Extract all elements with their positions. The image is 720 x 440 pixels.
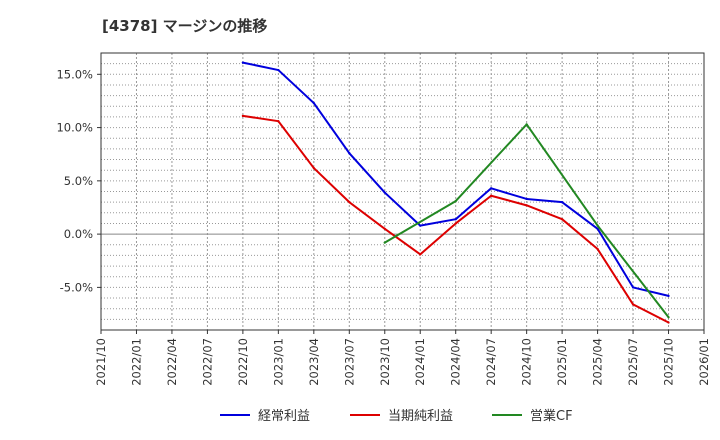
series-0-point: [419, 224, 422, 227]
legend-label: 経常利益: [258, 409, 310, 424]
series-1-point: [667, 321, 670, 324]
x-tick-label: 2023/04: [307, 338, 321, 386]
x-tick-label: 2022/10: [236, 338, 250, 386]
legend-label: 当期純利益: [388, 409, 453, 424]
series-0-segment: [348, 152, 386, 194]
series-1-segment: [419, 222, 457, 256]
series-2: [383, 123, 670, 319]
series-0-point: [348, 152, 351, 155]
series-1-segment: [383, 227, 422, 256]
series-1-segment: [632, 303, 670, 324]
y-tick-label: 15.0%: [56, 67, 93, 81]
series-2-segment: [596, 224, 670, 319]
x-tick-label: 2025/01: [555, 338, 569, 386]
series-2-segment: [525, 123, 599, 227]
series-0-point: [383, 191, 386, 194]
chart-title: [4378] マージンの推移: [102, 17, 267, 35]
x-tick-label: 2023/07: [342, 338, 356, 386]
series-0-point: [561, 201, 564, 204]
series-0-segment: [490, 187, 528, 200]
series-0-point: [490, 187, 493, 190]
y-tick-label: 5.0%: [64, 174, 93, 188]
series-2-point: [454, 199, 457, 203]
series-0-point: [277, 68, 280, 72]
y-tick-label: -5.0%: [60, 280, 93, 294]
series-1-point: [631, 303, 635, 306]
series-1-segment: [596, 248, 635, 306]
series-1-point: [525, 204, 528, 207]
series-0-point: [631, 286, 635, 289]
plot-area: [101, 53, 704, 330]
series-1-segment: [241, 114, 280, 123]
series-1-point: [277, 120, 280, 123]
x-tick-label: 2024/01: [413, 338, 427, 386]
x-tick-label: 2025/04: [591, 338, 605, 386]
series-0-point: [667, 294, 670, 298]
series-1-segment: [454, 194, 493, 225]
series-1-point: [454, 222, 457, 225]
x-tick-label: 2026/01: [697, 338, 711, 386]
series-1-point: [312, 166, 315, 170]
series-1-segment: [490, 194, 528, 207]
series-1-point: [383, 227, 386, 230]
series-0-segment: [419, 218, 457, 227]
series-1-point: [490, 194, 493, 197]
series-2-point: [525, 123, 528, 126]
series-2-point: [667, 316, 670, 319]
series-1-segment: [348, 201, 386, 230]
series-0-segment: [241, 61, 280, 72]
series-0-point: [525, 197, 528, 201]
x-tick-label: 2022/04: [165, 338, 179, 386]
series-1-segment: [312, 167, 351, 204]
x-tick-label: 2023/10: [378, 338, 392, 386]
series-1-segment: [277, 120, 315, 170]
series-1-point: [241, 114, 244, 117]
axes: 15.0% 10.0% 5.0% 0.0% -5.0% 2021/10 2022/01 202…: [56, 52, 711, 386]
legend: 経常利益 当期純利益 営業CF: [220, 408, 573, 424]
series-0-point: [312, 101, 315, 105]
plot-frame: [100, 52, 705, 331]
x-tick-label: 2021/10: [94, 338, 108, 386]
series-layer: [241, 61, 670, 324]
series-2-point: [383, 241, 386, 244]
series-2-segment: [454, 123, 528, 203]
series-0-segment: [525, 197, 564, 204]
series-0-segment: [383, 191, 422, 227]
series-1-segment: [525, 204, 564, 221]
legend-label: 営業CF: [530, 408, 573, 424]
x-tick-label: 2024/04: [449, 338, 463, 386]
series-0-segment: [454, 187, 493, 221]
series-0-segment: [632, 286, 670, 297]
series-0-point: [454, 218, 457, 221]
series-1-point: [561, 218, 564, 221]
x-tick-label: 2022/07: [200, 338, 214, 386]
series-1-point: [348, 201, 351, 204]
series-0-point: [241, 61, 244, 64]
series-0: [241, 61, 670, 298]
x-tick-label: 2022/01: [129, 338, 143, 386]
x-tick-label: 2024/07: [484, 338, 498, 386]
series-2-segment: [383, 200, 457, 244]
series-0-point: [596, 227, 599, 230]
series-1: [241, 114, 670, 324]
plot-background: [101, 53, 704, 330]
series-1-segment: [561, 218, 599, 251]
series-0-segment: [561, 201, 599, 230]
series-2-point: [596, 224, 599, 227]
series-1-point: [596, 247, 599, 251]
y-tick-label: 10.0%: [56, 121, 93, 135]
x-tick-label: 2025/07: [626, 338, 640, 386]
series-0-segment: [312, 102, 351, 155]
series-0-segment: [277, 69, 315, 105]
x-tick-label: 2023/01: [271, 338, 285, 386]
series-1-point: [419, 253, 422, 256]
x-tick-label: 2025/10: [662, 338, 676, 386]
x-tick-label: 2024/10: [520, 338, 534, 386]
series-0-segment: [596, 227, 635, 289]
y-tick-label: 0.0%: [64, 227, 93, 241]
